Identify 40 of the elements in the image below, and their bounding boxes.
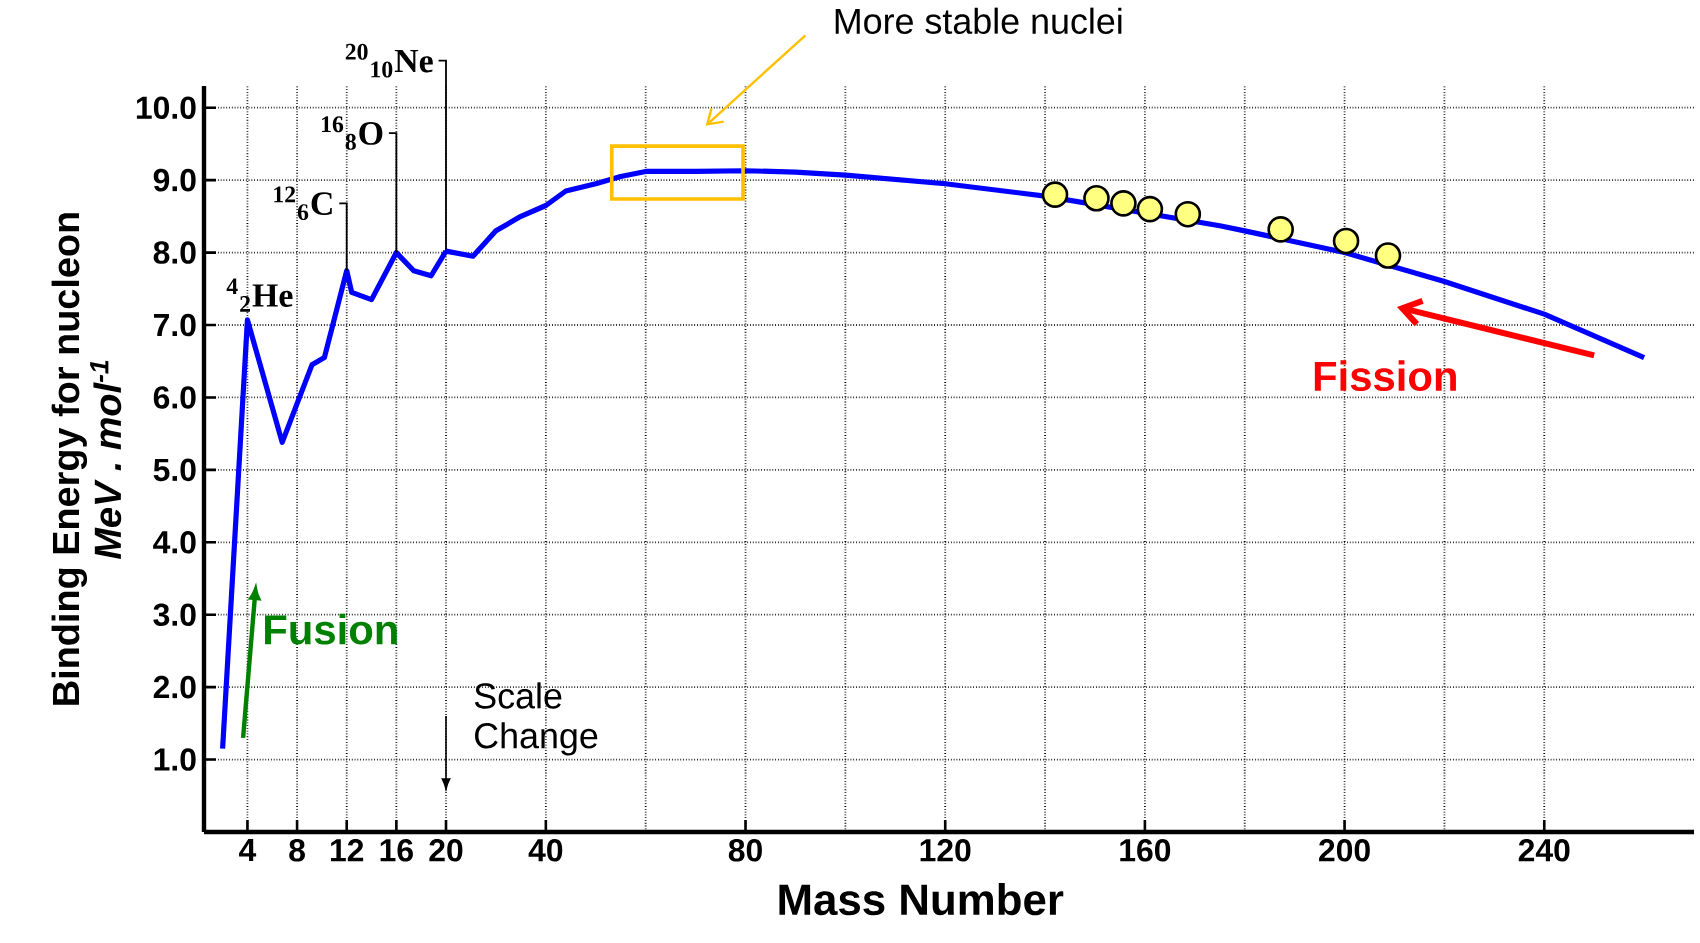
point — [1267, 216, 1294, 243]
annotation: 16$_{8}$O — [322, 116, 383, 150]
annotation: 12$_{6}$C — [274, 186, 332, 221]
x-tick-label: 200 — [1319, 839, 1370, 862]
y-tick-label: 9.0 — [153, 168, 196, 192]
text: MeV . mol$^{-1}$ — [90, 360, 122, 559]
point — [1332, 227, 1360, 255]
x-tick-label: 8 — [289, 839, 305, 862]
y-tick-label: 8.0 — [153, 241, 196, 264]
y-tick-label: 4.0 — [153, 531, 196, 554]
y-axis-title: Binding Energy for nucleon — [51, 213, 88, 705]
annotation: Fusion — [265, 613, 397, 645]
point — [1374, 242, 1402, 269]
point — [1136, 195, 1164, 223]
x-tick-label: 20 — [429, 839, 463, 862]
annotation: 4$_{2}$He — [226, 278, 293, 312]
x-tick-label: 240 — [1518, 839, 1570, 862]
y-tick-label: 1.0 — [154, 748, 196, 771]
point — [1174, 200, 1202, 228]
x-tick-label: 160 — [1120, 839, 1171, 862]
y-tick-label: 5.0 — [153, 458, 196, 482]
x-tick-label: 80 — [728, 839, 762, 862]
y-tick-label: 6.0 — [153, 386, 196, 409]
annotation: Fission — [1314, 360, 1456, 392]
x-tick-label: 40 — [528, 839, 563, 862]
x-axis-title: Mass Number — [779, 883, 1064, 916]
point — [1110, 190, 1137, 217]
y-tick-label: 7.0 — [154, 313, 196, 337]
annotation: 20$_{10}$Ne — [345, 43, 433, 78]
x-tick-label: 4 — [239, 839, 257, 861]
x-tick-label: 12 — [330, 839, 364, 862]
text: More stable nuclei — [835, 7, 1122, 34]
x-tick-label: 120 — [920, 839, 971, 862]
x-tick-label: 16 — [380, 839, 413, 862]
point — [1083, 184, 1110, 212]
y-tick-label: 10.0 — [136, 96, 196, 120]
annotation: Scale Change — [474, 682, 598, 756]
point — [1041, 181, 1069, 208]
y-tick-label: 2.0 — [153, 675, 196, 699]
y-tick-label: 3.0 — [153, 603, 196, 627]
